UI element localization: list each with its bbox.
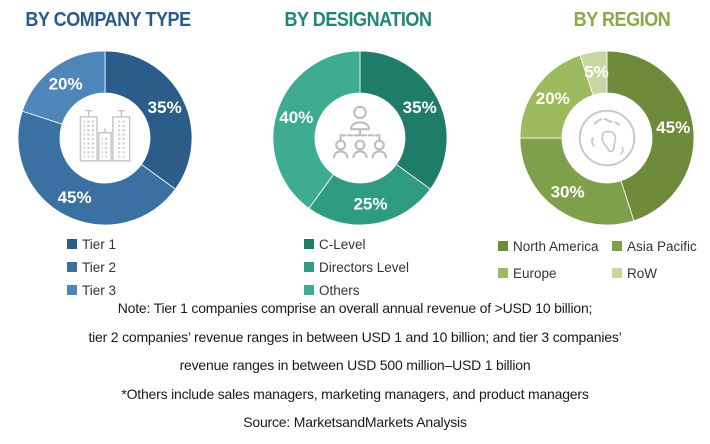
legend-label: Asia Pacific: [627, 238, 697, 254]
donut-segment-tier-2: [17, 110, 176, 226]
legend-label: Tier 3: [82, 282, 117, 298]
company-type-donut-chart: 35% 45% 20%: [17, 50, 193, 226]
legend-label: Tier 2: [82, 259, 117, 275]
legend-label: Tier 1: [82, 236, 117, 252]
legend-item-tier-1: Tier 1: [67, 236, 116, 252]
note-line-tier3-range: revenue ranges in between USD 500 millio…: [179, 357, 531, 374]
legend-item-others: Others: [304, 282, 409, 298]
globe-icon: [578, 109, 636, 167]
legend-item-tier-2: Tier 2: [67, 259, 116, 275]
region-legend: North America Asia Pacific Europe RoW: [498, 238, 697, 281]
note-line-tier1: Note: Tier 1 companies comprise an overa…: [117, 300, 593, 316]
legend-item-c-level: C-Level: [304, 236, 409, 252]
legend-label: Directors Level: [319, 259, 410, 275]
legend-swatch-row: [612, 268, 622, 278]
segment-value-label-c-level: 35%: [403, 98, 437, 117]
segment-value-label-asia-pacific: 30%: [551, 183, 585, 202]
segment-value-label-europe: 20%: [536, 89, 570, 108]
note-line-others: *Others include sales managers, marketin…: [121, 385, 589, 402]
segment-value-label-tier-3: 20%: [49, 74, 83, 93]
legend-item-europe: Europe: [498, 265, 612, 281]
region-donut-chart: 45% 30% 20% 5%: [519, 50, 695, 226]
designation-legend: C-Level Directors Level Others: [304, 236, 409, 305]
org-chart-icon: [332, 105, 388, 159]
legend-swatch-asia-pacific: [612, 241, 622, 251]
legend-swatch-north-america: [498, 241, 508, 251]
segment-value-label-tier-1: 35%: [148, 98, 182, 117]
legend-item-row: RoW: [612, 265, 697, 281]
segment-value-label-row: 5%: [584, 62, 609, 81]
segment-value-label-others: 40%: [279, 108, 313, 127]
chart-title-region: BY REGION: [573, 9, 671, 31]
legend-label: Europe: [513, 265, 557, 281]
donut-segment-directors-level: [308, 163, 431, 226]
donut-segment-tier-3: [21, 50, 106, 125]
legend-swatch-others: [304, 285, 314, 295]
donut-segment-north-america: [606, 50, 695, 222]
donut-segment-row: [579, 50, 608, 96]
legend-label: C-Level: [319, 236, 366, 252]
legend-swatch-c-level: [304, 239, 314, 249]
donut-segment-c-level: [359, 50, 448, 190]
company-type-legend: Tier 1 Tier 2 Tier 3: [67, 236, 116, 305]
legend-item-asia-pacific: Asia Pacific: [612, 238, 697, 254]
legend-swatch-tier-2: [67, 262, 77, 272]
buildings-icon: [79, 110, 131, 162]
legend-item-north-america: North America: [498, 238, 612, 254]
segment-value-label-tier-2: 45%: [58, 188, 92, 207]
notes-block: Note: Tier 1 companies comprise an overa…: [0, 294, 710, 437]
legend-label: RoW: [627, 265, 657, 281]
chart-title-company-type: BY COMPANY TYPE: [25, 9, 191, 31]
legend-swatch-tier-1: [67, 239, 77, 249]
segment-value-label-north-america: 45%: [656, 118, 690, 137]
designation-donut-chart: 35% 25% 40%: [272, 50, 448, 226]
legend-item-directors-level: Directors Level: [304, 259, 409, 275]
segment-value-label-directors-level: 25%: [353, 195, 387, 214]
legend-item-tier-3: Tier 3: [67, 282, 116, 298]
legend-label: Others: [319, 282, 360, 298]
donut-segment-tier-1: [104, 50, 193, 190]
legend-swatch-tier-3: [67, 285, 77, 295]
donut-segment-others: [272, 50, 361, 209]
legend-label: North America: [513, 238, 599, 254]
legend-swatch-directors-level: [304, 262, 314, 272]
donut-segment-asia-pacific: [519, 137, 635, 226]
legend-swatch-europe: [498, 268, 508, 278]
note-line-tier2-tier3: tier 2 companies’ revenue ranges in betw…: [88, 328, 622, 345]
chart-title-designation: BY DESIGNATION: [284, 9, 432, 31]
source-line: Source: MarketsandMarkets Analysis: [243, 414, 467, 431]
